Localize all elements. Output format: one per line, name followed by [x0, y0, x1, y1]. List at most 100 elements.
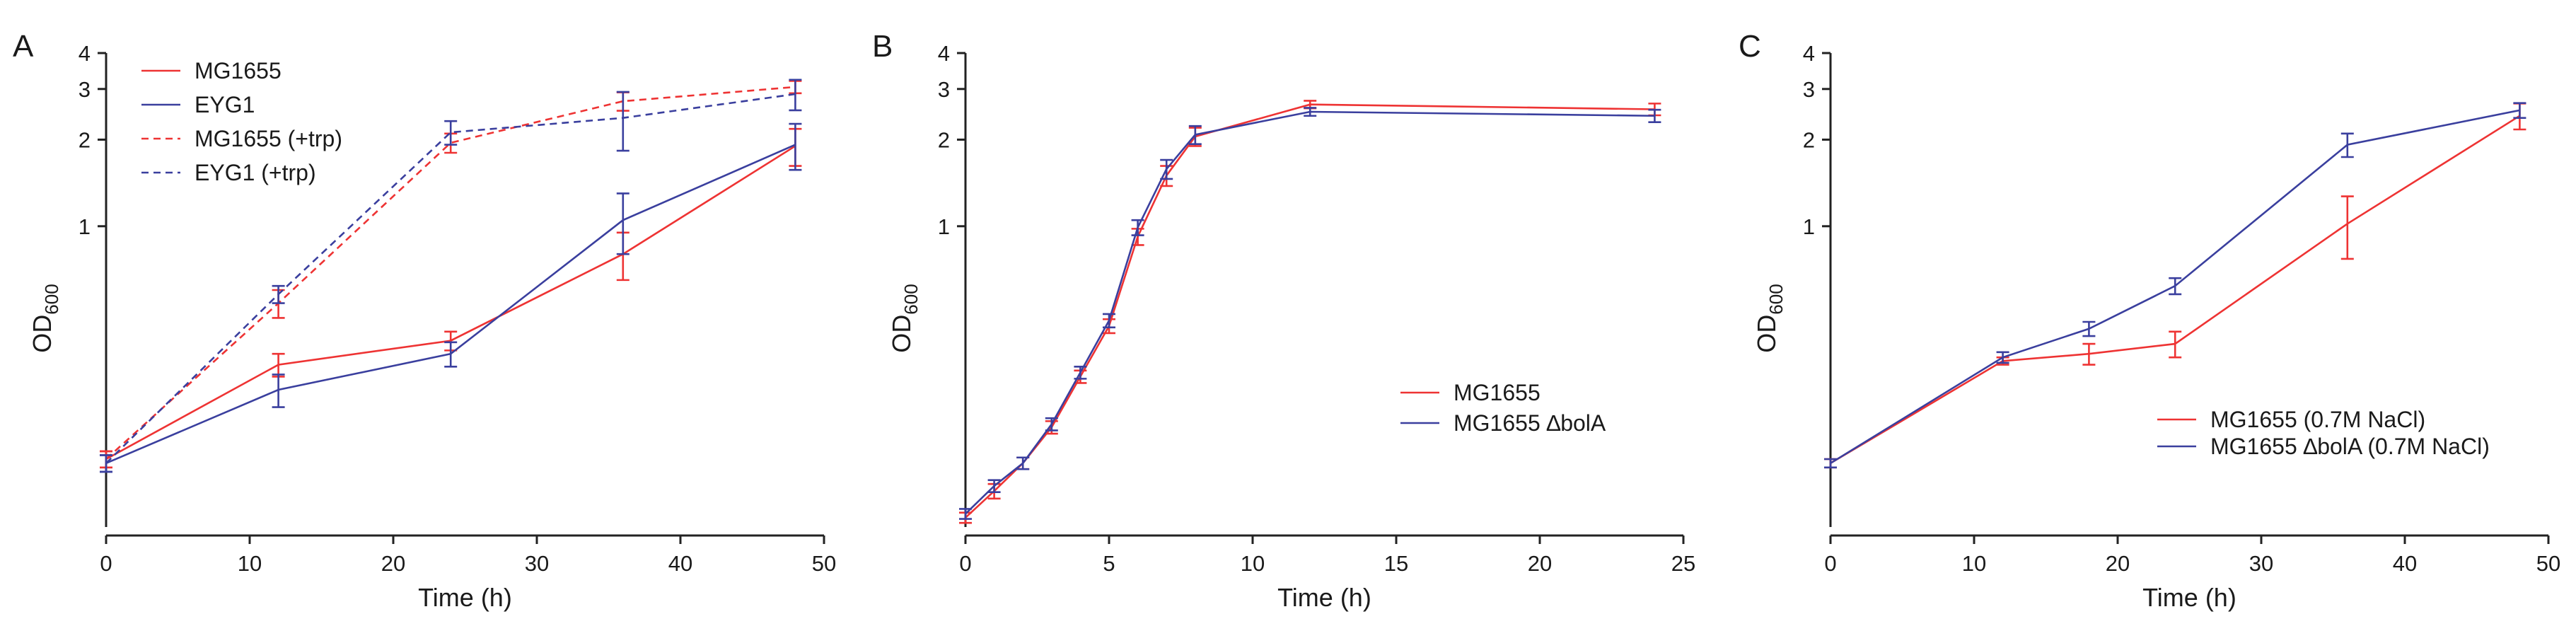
x-tick-label: 20 [1528, 551, 1552, 576]
error-bar [1188, 125, 1202, 145]
error-bar [1074, 365, 1087, 380]
y-tick-label: 1 [1803, 214, 1815, 239]
x-tick-label: 30 [2249, 551, 2273, 576]
error-bar [1016, 456, 1030, 470]
y-tick-label: 4 [79, 41, 91, 66]
error-bar [789, 79, 802, 112]
series-line [105, 144, 796, 464]
x-tick-label: 0 [100, 551, 112, 576]
error-bar [1131, 219, 1144, 236]
series-3 [100, 79, 802, 473]
legend-label: MG1655 (+trp) [195, 126, 342, 151]
y-axis-label-subscript: 600 [900, 284, 922, 314]
legend-label: MG1655 ∆bolA [1454, 410, 1606, 436]
error-bar [616, 91, 630, 152]
error-bar [616, 192, 630, 255]
y-axis-label: OD600 [1752, 284, 1787, 352]
y-axis-label-subscript: 600 [41, 284, 62, 314]
error-bar [1160, 158, 1173, 180]
x-tick-label: 0 [1824, 551, 1836, 576]
y-tick-label: 2 [938, 127, 950, 152]
error-bar [987, 479, 1001, 493]
x-axis-label: Time (h) [1277, 583, 1371, 612]
error-bar [1045, 417, 1058, 432]
error-bar [959, 508, 972, 520]
y-tick-label: 4 [938, 41, 950, 66]
panel-label: B [872, 29, 893, 64]
error-bar [2169, 277, 2182, 296]
series-line [1830, 115, 2521, 464]
panel-label: A [13, 29, 34, 64]
legend: MG1655 (0.7M NaCl)MG1655 ∆bolA (0.7M NaC… [2157, 407, 2490, 459]
error-bar [100, 454, 112, 473]
error-bar [444, 341, 458, 368]
x-tick-label: 0 [959, 551, 971, 576]
legend: MG1655 EYG1 MG1655 (+trp) EYG1 (+trp) [141, 58, 342, 185]
y-tick-label: 1 [79, 214, 91, 239]
y-axis-label: OD600 [28, 284, 62, 352]
y-axis-label-main: OD [28, 315, 57, 353]
series-line [105, 93, 796, 464]
panel-label: C [1739, 29, 1761, 64]
y-tick-label: 1 [938, 214, 950, 239]
x-tick-label: 40 [668, 551, 692, 576]
x-axis-label: Time (h) [418, 583, 512, 612]
y-axis-label-main: OD [887, 315, 916, 353]
series-0 [959, 100, 1661, 524]
series-1 [1824, 102, 2526, 469]
y-axis-label-main: OD [1752, 315, 1781, 353]
legend-label: MG1655 [1454, 380, 1541, 405]
error-bar [1103, 313, 1115, 329]
y-tick-label: 3 [1803, 77, 1815, 102]
x-tick-label: 20 [2106, 551, 2130, 576]
legend: MG1655 MG1655 ∆bolA [1400, 380, 1606, 436]
y-tick-label: 2 [1803, 127, 1815, 152]
series-line [965, 103, 1655, 519]
error-bar [444, 120, 458, 146]
y-axis-label: OD600 [887, 284, 922, 352]
x-tick-label: 10 [1962, 551, 1986, 576]
x-tick-label: 50 [2536, 551, 2560, 576]
x-tick-label: 5 [1103, 551, 1115, 576]
series-line [965, 110, 1655, 515]
error-bar [1648, 108, 1661, 124]
series-line [105, 86, 796, 460]
error-bar [2340, 132, 2354, 158]
y-tick-label: 2 [79, 127, 91, 152]
legend-label: MG1655 [195, 58, 282, 83]
error-bar [2513, 102, 2526, 119]
series-1 [959, 107, 1661, 520]
legend-label: EYG1 (+trp) [195, 160, 316, 185]
error-bar [2082, 342, 2096, 366]
legend-label: MG1655 ∆bolA (0.7M NaCl) [2210, 434, 2490, 459]
series-line [105, 145, 796, 461]
x-tick-label: 20 [381, 551, 405, 576]
x-tick-label: 15 [1384, 551, 1408, 576]
legend-label: MG1655 (0.7M NaCl) [2210, 407, 2425, 432]
panel-c: 0 10 20 30 40 50 1 2 3 4 Time (h) OD600 C MG1655 (0.7… [1739, 29, 2560, 612]
x-tick-label: 25 [1671, 551, 1695, 576]
x-tick-label: 10 [238, 551, 262, 576]
x-axis-label: Time (h) [2142, 583, 2236, 612]
x-tick-label: 30 [525, 551, 549, 576]
error-bar [272, 374, 285, 408]
series-line [1830, 109, 2520, 464]
y-axis-label-subscript: 600 [1765, 284, 1787, 314]
error-bar [1996, 351, 2009, 364]
error-bar [2169, 330, 2182, 359]
y-tick-label: 3 [79, 77, 91, 102]
y-tick-label: 3 [938, 77, 950, 102]
error-bar [272, 284, 285, 304]
error-bar [789, 122, 802, 171]
y-tick-label: 4 [1803, 41, 1815, 66]
legend-label: EYG1 [195, 92, 255, 117]
x-tick-label: 50 [812, 551, 836, 576]
error-bar [272, 352, 285, 378]
error-bar [2340, 195, 2354, 260]
x-tick-label: 10 [1241, 551, 1265, 576]
x-tick-label: 40 [2393, 551, 2417, 576]
error-bar [2082, 320, 2096, 337]
